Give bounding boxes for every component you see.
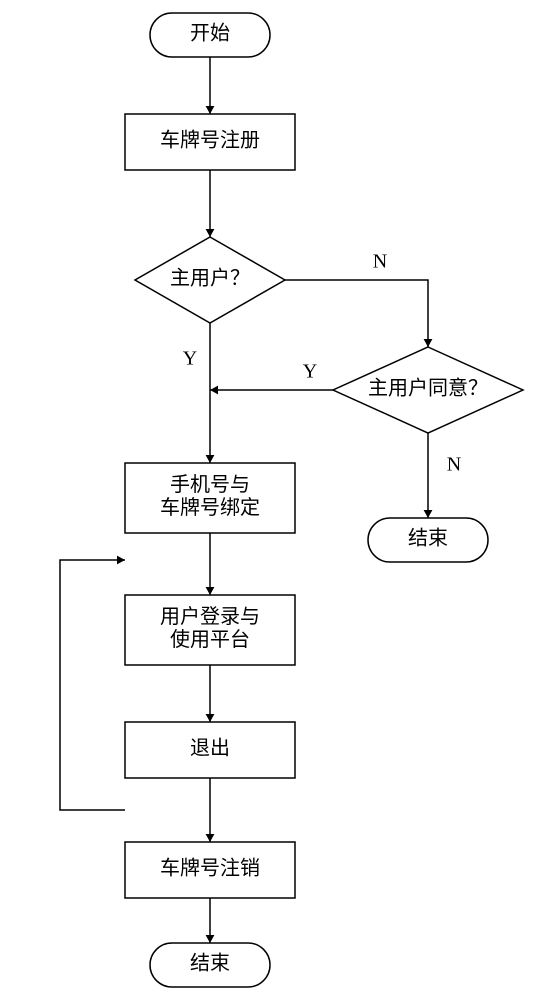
node-label: 手机号与: [170, 473, 250, 496]
edge: [60, 560, 125, 810]
node-label: 使用平台: [170, 628, 250, 651]
node-end2: 结束: [368, 518, 488, 562]
arrowhead: [206, 935, 215, 943]
node-label: 主用户？: [170, 267, 250, 290]
arrowhead: [206, 714, 215, 722]
node-label: 结束: [408, 527, 448, 550]
node-login: 用户登录与使用平台: [125, 595, 295, 665]
arrowhead: [206, 587, 215, 595]
arrowhead: [206, 106, 215, 114]
edge-label: Y: [303, 361, 317, 383]
arrowhead: [117, 556, 125, 565]
edge-label: Y: [183, 348, 197, 370]
node-label: 退出: [190, 737, 230, 760]
node-label: 车牌号注销: [160, 857, 260, 880]
node-exit: 退出: [125, 722, 295, 778]
node-label: 结束: [190, 952, 230, 975]
arrowhead: [206, 834, 215, 842]
node-end1: 结束: [150, 943, 270, 987]
node-start: 开始: [150, 13, 270, 57]
node-dereg: 车牌号注销: [125, 842, 295, 898]
edge: [285, 280, 428, 347]
node-label: 车牌号注册: [160, 129, 260, 152]
edge-label: N: [373, 251, 387, 273]
node-d1: 主用户？: [135, 237, 285, 323]
edge-label: N: [447, 454, 461, 476]
node-label: 开始: [190, 22, 230, 45]
node-label: 用户登录与: [160, 605, 260, 628]
arrowhead: [206, 229, 215, 237]
arrowhead: [424, 339, 433, 347]
arrowhead: [206, 455, 215, 463]
node-label: 车牌号绑定: [160, 496, 260, 519]
arrowhead: [210, 386, 218, 395]
node-d2: 主用户同意？: [333, 347, 523, 433]
node-bind: 手机号与车牌号绑定: [125, 463, 295, 533]
node-reg: 车牌号注册: [125, 114, 295, 170]
node-label: 主用户同意？: [368, 377, 488, 400]
arrowhead: [424, 510, 433, 518]
